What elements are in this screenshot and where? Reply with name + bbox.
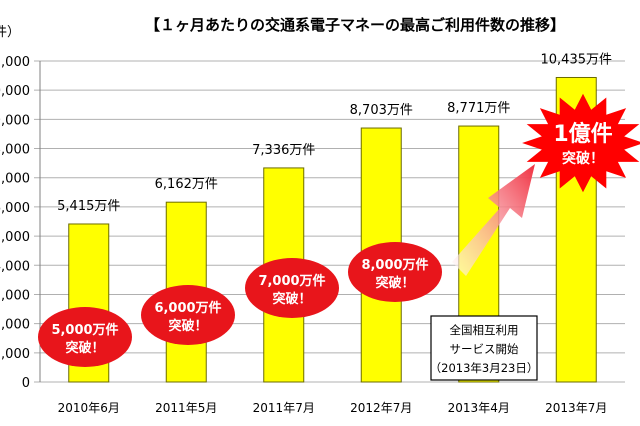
note-border — [430, 315, 538, 381]
starburst-shape — [522, 93, 640, 193]
y-tick-label: 9,000 — [0, 113, 30, 128]
arrow-icon — [452, 164, 535, 276]
badge-line2: 突破！ — [375, 275, 414, 291]
burst-line1: 1億件 — [553, 121, 612, 147]
note-line: 全国相互利用 — [450, 323, 519, 337]
y-tick-label: 4,000 — [0, 259, 30, 274]
note-line: サービス開始 — [450, 342, 519, 356]
x-tick-label: 2013年4月 — [448, 401, 510, 415]
badge-oval — [141, 285, 235, 345]
x-tick-label: 2013年7月 — [545, 401, 607, 415]
data-label: 8,771万件 — [447, 101, 510, 116]
chart-title: 【１ヶ月あたりの交通系電子マネーの最高ご利用件数の推移】 — [145, 16, 565, 34]
y-tick-label: 5,000 — [0, 230, 30, 245]
badge-oval — [38, 307, 132, 367]
badge-line2: 突破！ — [168, 318, 207, 334]
data-label: 6,162万件 — [155, 177, 218, 192]
data-label: 7,336万件 — [252, 143, 315, 158]
x-tick-label: 2010年6月 — [58, 401, 120, 415]
y-tick-label: 0 — [22, 376, 30, 391]
y-tick-label: 10,000 — [0, 84, 30, 99]
y-tick-label: 8,000 — [0, 143, 30, 158]
badge-oval — [245, 258, 339, 318]
x-tick-label: 2012年7月 — [350, 401, 412, 415]
badge-line1: 7,000万件 — [258, 273, 325, 289]
y-axis-label: （万件） — [0, 25, 20, 40]
y-tick-label: 11,000 — [0, 55, 30, 70]
y-tick-label: 3,000 — [0, 288, 30, 303]
x-tick-label: 2011年7月 — [253, 401, 315, 415]
badge-oval — [348, 242, 442, 302]
badge-line1: 8,000万件 — [361, 257, 428, 273]
y-tick-label: 2,000 — [0, 318, 30, 333]
data-label: 5,415万件 — [57, 199, 120, 214]
data-label: 10,435万件 — [541, 52, 613, 67]
badge-line2: 突破！ — [65, 340, 104, 356]
x-tick-label: 2011年5月 — [155, 401, 217, 415]
y-tick-label: 7,000 — [0, 172, 30, 187]
y-tick-label: 6,000 — [0, 201, 30, 216]
data-label: 8,703万件 — [350, 103, 413, 118]
note-line: （2013年3月23日） — [430, 361, 539, 375]
y-tick-label: 1,000 — [0, 347, 30, 362]
badge-line1: 5,000万件 — [51, 322, 118, 338]
badge-line1: 6,000万件 — [154, 300, 221, 316]
badge-line2: 突破！ — [272, 291, 311, 307]
burst-line2: 突破！ — [562, 150, 604, 167]
